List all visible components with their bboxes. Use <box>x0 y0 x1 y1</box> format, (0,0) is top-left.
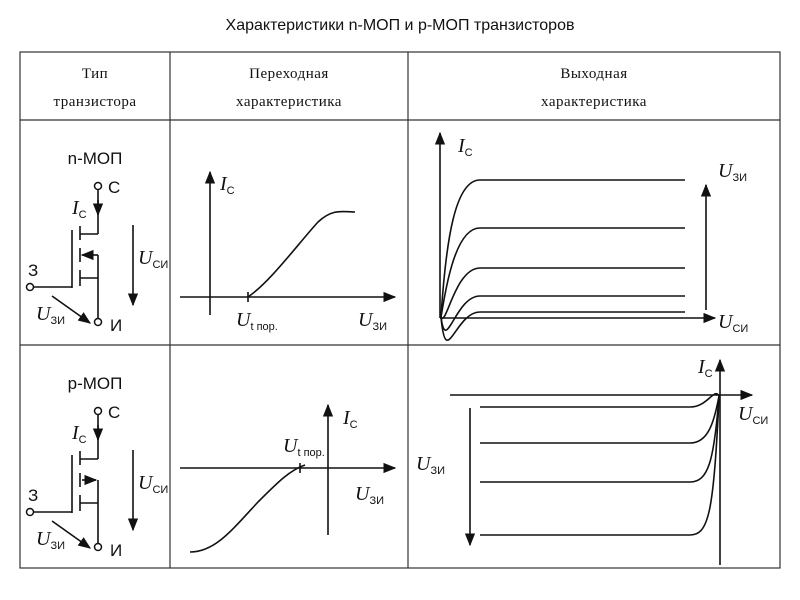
symbol: IС <box>342 407 358 431</box>
symbol-sub: С <box>79 209 87 221</box>
label: И <box>110 316 122 335</box>
symbol: IС <box>219 173 235 197</box>
symbol-sub: СИ <box>732 323 748 335</box>
symbol-main: U <box>416 453 432 475</box>
symbol: UСИ <box>138 472 168 496</box>
label: С <box>108 178 120 197</box>
symbol-sub: ЗИ <box>369 495 384 507</box>
symbol-sub: С <box>79 434 87 446</box>
symbol-main: U <box>36 303 52 325</box>
curve <box>440 267 685 320</box>
arrow <box>51 295 92 324</box>
label: n-МОП <box>68 149 123 168</box>
symbol-main: I <box>342 407 351 429</box>
symbol: IС <box>71 197 87 221</box>
curve <box>440 227 685 318</box>
symbol: UЗИ <box>358 309 387 333</box>
header: Тип <box>82 66 108 82</box>
curve <box>440 179 685 318</box>
symbol-main: I <box>219 173 228 195</box>
symbol-main: U <box>138 247 154 269</box>
header: Выходная <box>560 66 627 82</box>
symbol-main: I <box>697 356 706 378</box>
curve <box>189 464 306 553</box>
symbol: UЗИ <box>36 528 65 552</box>
header: Переходная <box>249 66 329 82</box>
symbol-main: I <box>71 422 80 444</box>
symbol-sub: С <box>705 368 713 380</box>
label: С <box>108 403 120 422</box>
curve <box>440 295 685 331</box>
symbol: UСИ <box>138 247 168 271</box>
curve <box>480 395 720 483</box>
symbol: Ut пор. <box>236 309 278 333</box>
symbol-main: U <box>36 528 52 550</box>
symbol: UЗИ <box>36 303 65 327</box>
symbol-sub: ЗИ <box>430 465 445 477</box>
symbol: UЗИ <box>416 453 445 477</box>
header: транзистора <box>53 94 136 110</box>
terminal <box>93 317 103 327</box>
symbol-main: I <box>457 135 466 157</box>
terminal <box>25 507 35 517</box>
terminal <box>93 542 103 552</box>
label: И <box>110 541 122 560</box>
symbol-sub: С <box>465 147 473 159</box>
title: Характеристики n-МОП и p-МОП транзисторо… <box>226 17 575 34</box>
curve <box>480 393 720 408</box>
arrow <box>51 520 92 549</box>
symbol-main: U <box>138 472 154 494</box>
label: З <box>28 486 38 505</box>
symbol-main: U <box>355 483 371 505</box>
header: характеристика <box>541 94 647 110</box>
curve <box>247 210 356 298</box>
symbol: IС <box>457 135 473 159</box>
curve <box>480 395 720 444</box>
symbol-sub: С <box>227 185 235 197</box>
symbol-main: U <box>358 309 374 331</box>
symbol-sub: ЗИ <box>372 321 387 333</box>
symbol-main: U <box>283 435 299 457</box>
symbol-sub: t пор. <box>250 321 277 333</box>
symbol-sub: ЗИ <box>732 172 747 184</box>
terminal <box>25 282 35 292</box>
terminal <box>93 181 103 191</box>
symbol-sub: t пор. <box>297 447 324 459</box>
label: З <box>28 261 38 280</box>
symbol: IС <box>697 356 713 380</box>
symbol-sub: С <box>350 419 358 431</box>
curve <box>440 311 685 341</box>
symbol: UЗИ <box>718 160 747 184</box>
symbol: UЗИ <box>355 483 384 507</box>
symbol-sub: ЗИ <box>50 315 65 327</box>
symbol-main: U <box>236 309 252 331</box>
symbol-sub: ЗИ <box>50 540 65 552</box>
symbol: Ut пор. <box>283 435 325 459</box>
symbol-main: U <box>718 160 734 182</box>
curve <box>480 395 720 536</box>
symbol-main: I <box>71 197 80 219</box>
table-grid <box>19 51 781 569</box>
symbol: IС <box>71 422 87 446</box>
symbol-sub: СИ <box>152 484 168 496</box>
label: p-МОП <box>68 374 123 393</box>
symbol: UСИ <box>718 311 748 335</box>
symbol-main: U <box>718 311 734 333</box>
symbol: UСИ <box>738 403 768 427</box>
symbol-sub: СИ <box>152 259 168 271</box>
terminal <box>93 406 103 416</box>
symbol-sub: СИ <box>752 415 768 427</box>
symbol-main: U <box>738 403 754 425</box>
header: характеристика <box>236 94 342 110</box>
